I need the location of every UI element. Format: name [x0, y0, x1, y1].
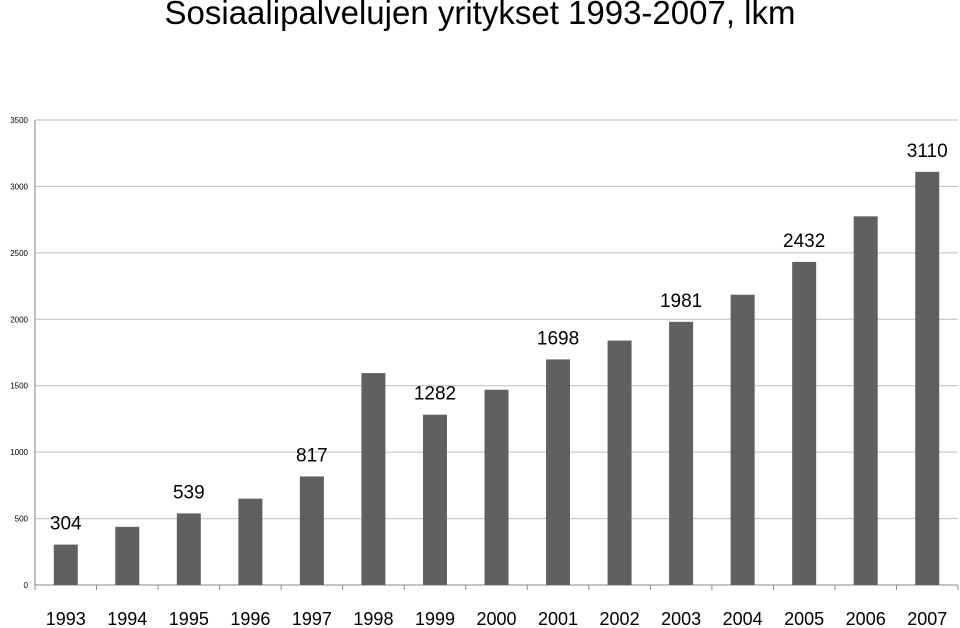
data-label: 1282	[414, 384, 456, 405]
y-tick-label: 2000	[10, 315, 28, 324]
y-tick-label: 3500	[10, 116, 28, 125]
x-tick-label: 2002	[600, 609, 640, 628]
y-tick-label: 500	[15, 515, 29, 524]
x-tick-label: 2005	[784, 609, 824, 628]
x-tick-label: 1993	[46, 609, 86, 628]
y-axis-tick-labels: 0 500 1000 1500 2000 2500 3000 3500	[10, 116, 28, 590]
bar-2007	[915, 171, 940, 586]
bar-1993	[53, 544, 78, 585]
bar-1996	[238, 498, 263, 585]
chart-title: Sosiaalipalvelujen yritykset 1993-2007, …	[164, 0, 796, 31]
y-tick-label: 1000	[10, 448, 28, 457]
data-label: 539	[173, 482, 205, 503]
data-label: 1981	[660, 291, 702, 312]
x-tick-label: 2007	[907, 609, 947, 628]
x-tick-label: 1995	[169, 609, 209, 628]
x-axis-tick-labels: 1993 1994 1995 1996 1997 1998 1999 2000 2001 2002…	[46, 609, 948, 628]
bar-2005	[792, 261, 817, 585]
data-labels: 304 539 817 1282 1698 1981 2432 3110	[50, 141, 948, 535]
bar-2001	[546, 359, 571, 585]
bar-1997	[299, 476, 324, 585]
data-label: 3110	[907, 141, 948, 162]
bar-2002	[607, 340, 632, 585]
y-tick-label: 2500	[10, 249, 28, 258]
y-tick-label: 0	[24, 581, 29, 590]
bar-1999	[422, 414, 447, 585]
data-label: 304	[50, 514, 82, 535]
bar-2003	[669, 321, 694, 585]
bar-1998	[361, 373, 386, 585]
bar-1995	[176, 513, 201, 585]
bar-2006	[853, 216, 878, 586]
bar-2000	[484, 389, 509, 585]
data-label: 1698	[537, 328, 579, 349]
x-tick-label: 1997	[292, 609, 332, 628]
x-tick-label: 2000	[476, 609, 516, 628]
x-tick-label: 2003	[661, 609, 701, 628]
bar-1994	[115, 526, 140, 585]
x-tick-label: 1996	[230, 609, 270, 628]
bars	[53, 171, 940, 586]
x-tick-label: 2006	[846, 609, 886, 628]
x-tick-label: 2001	[538, 609, 578, 628]
x-tick-label: 1999	[415, 609, 455, 628]
x-tick-label: 1994	[107, 609, 147, 628]
x-tick-label: 1998	[353, 609, 393, 628]
data-label: 2432	[783, 231, 825, 252]
y-tick-label: 3000	[10, 182, 28, 191]
y-tick-label: 1500	[10, 382, 28, 391]
x-tick-label: 2004	[723, 609, 763, 628]
bar-2004	[730, 294, 755, 585]
data-label: 817	[296, 445, 328, 466]
